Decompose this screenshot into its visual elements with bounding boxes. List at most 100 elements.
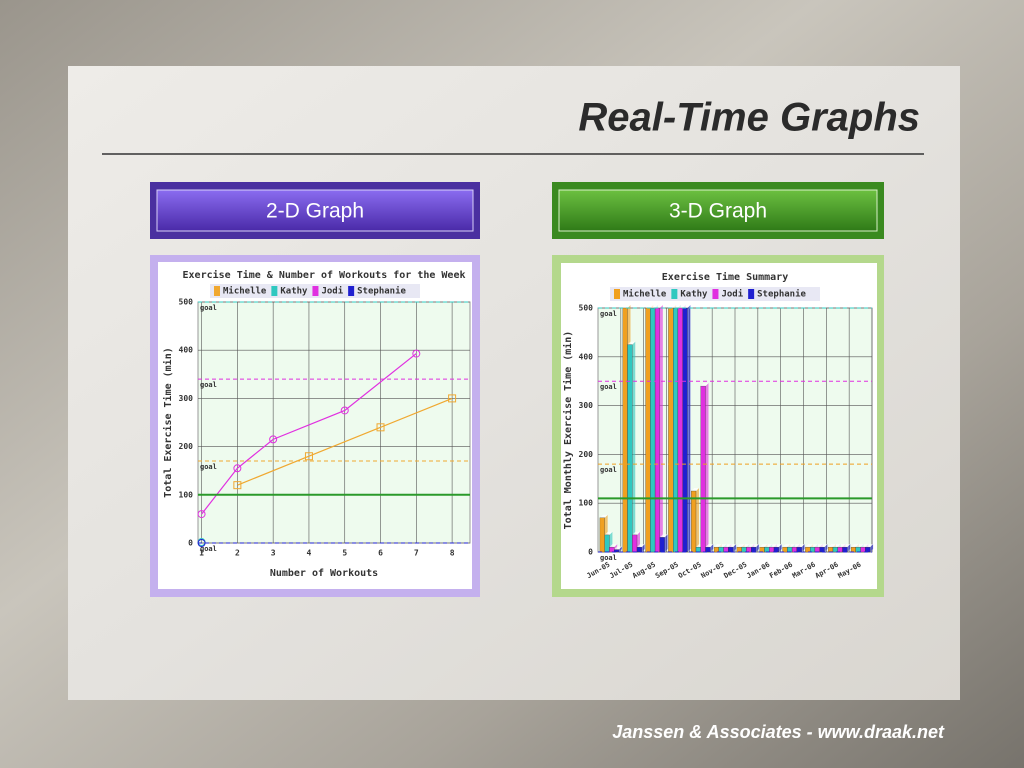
bar	[705, 546, 711, 553]
bar-top	[741, 544, 750, 548]
bar-top	[673, 305, 681, 308]
y-tick-label: 500	[579, 304, 594, 313]
legend-label: Michelle	[223, 286, 267, 297]
bar	[741, 546, 747, 553]
bar-top	[837, 544, 846, 548]
y-tick-label: 0	[588, 548, 593, 557]
marker	[340, 406, 349, 415]
bar-top	[604, 531, 613, 535]
bar	[814, 546, 820, 553]
panel-header	[156, 189, 474, 232]
bar	[668, 307, 674, 553]
legend-label: Jodi	[721, 289, 743, 300]
bar	[718, 546, 724, 553]
legend-label: Stephanie	[357, 286, 406, 297]
legend-swatch	[348, 286, 355, 296]
y-tick-label: 100	[579, 499, 594, 508]
x-tick-label: 1	[199, 549, 204, 558]
y-tick-label: 500	[179, 298, 194, 307]
bar	[860, 546, 866, 553]
bar-top	[819, 544, 828, 548]
bar-top	[645, 305, 654, 308]
legend-label: Jodi	[321, 286, 343, 297]
legend-swatch	[712, 289, 719, 299]
bar	[645, 307, 651, 553]
y-tick-label: 300	[179, 394, 194, 403]
bar-top	[787, 544, 796, 548]
panel-label: 2-D Graph	[266, 200, 364, 223]
bar-side	[687, 305, 691, 552]
goal-label: goal	[200, 381, 217, 389]
bar-top	[668, 305, 677, 308]
legend-label: Stephanie	[757, 289, 806, 300]
bar-top	[851, 544, 859, 548]
bar-top	[659, 534, 668, 538]
legend-swatch	[271, 286, 278, 296]
bar-top	[764, 544, 773, 548]
bar-side	[733, 544, 737, 552]
marker	[197, 510, 206, 519]
bar-top	[792, 544, 800, 548]
marker	[376, 423, 385, 432]
bar-side	[755, 544, 759, 552]
bar	[791, 546, 797, 553]
legend-label: Kathy	[680, 290, 708, 300]
bar	[782, 546, 788, 553]
marker	[304, 452, 313, 461]
y-axis-label: Total Exercise Time (min)	[162, 347, 174, 498]
bar	[828, 546, 834, 553]
bar	[673, 307, 679, 553]
y-tick-label: 300	[579, 401, 594, 410]
y-tick-label: 0	[188, 539, 193, 548]
bar-top	[655, 305, 663, 308]
legend-swatch	[748, 289, 755, 299]
marker	[448, 394, 457, 403]
goal-label: goal	[600, 383, 617, 391]
y-axis-label: Total Monthly Exercise Time (min)	[562, 331, 574, 530]
bar	[759, 546, 765, 553]
x-tick-label: 5	[342, 549, 347, 558]
chart-title: Exercise Time & Number of Workouts for t…	[183, 269, 466, 281]
bar-side	[705, 383, 709, 552]
bar-top	[769, 544, 778, 548]
bar-top	[728, 544, 737, 548]
bar	[609, 546, 615, 553]
goal-label: goal	[200, 463, 217, 471]
bar	[627, 344, 633, 553]
bar-top	[682, 305, 691, 308]
legend-label: Kathy	[280, 287, 308, 297]
legend-swatch	[312, 286, 319, 296]
bar-top	[691, 488, 699, 491]
bar	[805, 546, 811, 553]
x-tick-label: 7	[414, 549, 419, 558]
legend-label: Michelle	[623, 289, 667, 300]
bar-top	[746, 544, 755, 548]
bar	[787, 546, 793, 553]
x-tick-label: 8	[450, 549, 455, 558]
bar-top	[637, 544, 645, 548]
bar	[604, 534, 610, 553]
legend-swatch	[214, 286, 220, 296]
bar	[654, 307, 660, 553]
marker	[233, 481, 242, 490]
bar-side	[664, 534, 668, 552]
bar	[728, 546, 734, 553]
bar	[695, 546, 701, 553]
bar	[773, 546, 779, 553]
bar-top	[627, 341, 636, 345]
series-line	[201, 353, 417, 515]
bar	[650, 307, 656, 553]
bar	[751, 546, 757, 553]
y-tick-label: 200	[579, 450, 594, 459]
bar	[636, 546, 642, 553]
bar	[819, 546, 825, 553]
goal-label: goal	[600, 310, 617, 318]
bar-top	[814, 544, 823, 548]
bar-top	[828, 544, 836, 548]
bar-top	[714, 544, 722, 548]
bar-top	[855, 544, 864, 548]
bar-side	[847, 544, 851, 552]
x-tick-label: 4	[307, 549, 312, 558]
